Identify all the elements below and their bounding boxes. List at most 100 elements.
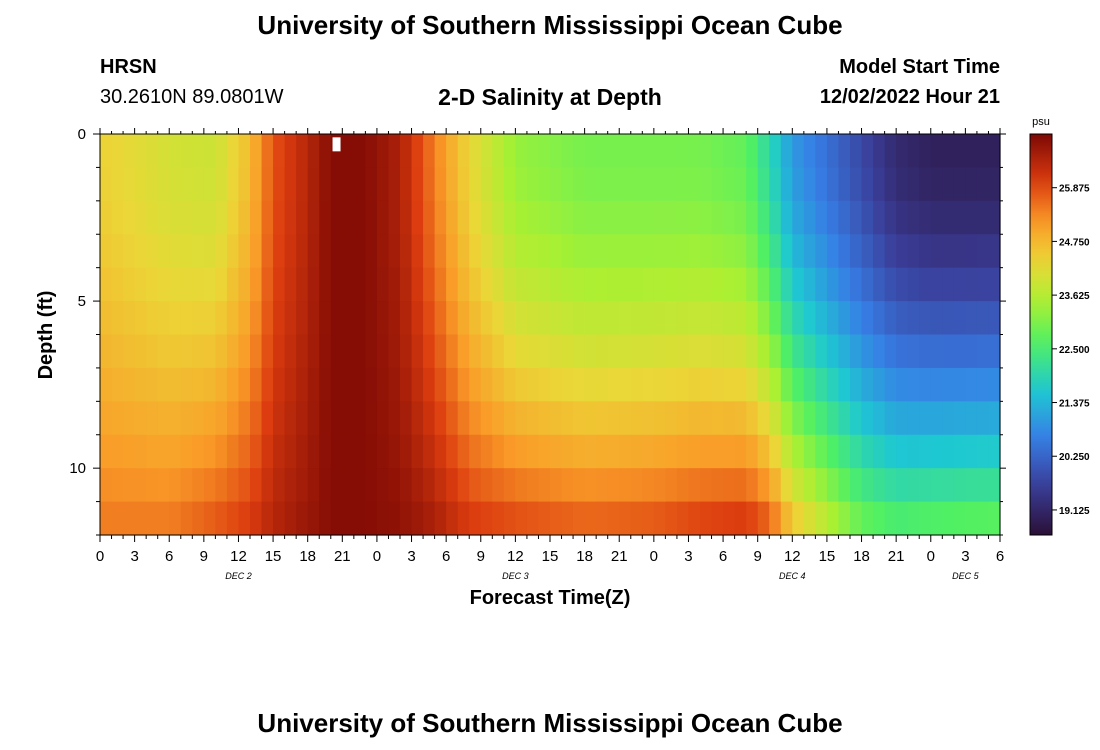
heatmap-cell (180, 267, 193, 302)
heatmap-cell (850, 367, 863, 402)
heatmap-cell (423, 468, 436, 503)
heatmap-cell (803, 134, 816, 169)
heatmap-cell (573, 334, 586, 369)
heatmap-cell (584, 267, 597, 302)
heatmap-cell (861, 468, 874, 503)
heatmap-cell (919, 301, 932, 336)
heatmap-cell (319, 501, 332, 536)
heatmap-cell (307, 501, 320, 536)
heatmap-cell (803, 334, 816, 369)
heatmap-cell (203, 200, 216, 235)
heatmap-cell (907, 301, 920, 336)
x-tick-label: 6 (165, 548, 173, 565)
heatmap-cell (330, 301, 343, 336)
heatmap-cell (792, 301, 805, 336)
heatmap-cell (376, 434, 390, 469)
heatmap-cell (953, 200, 966, 235)
heatmap-cell (584, 200, 597, 235)
heatmap-cell (319, 167, 332, 202)
heatmap-cell (584, 401, 597, 436)
heatmap-cell (792, 434, 805, 469)
heatmap-cell (469, 501, 482, 536)
heatmap-cell (607, 401, 620, 436)
heatmap-cell (180, 501, 193, 536)
heatmap-cell (342, 167, 355, 202)
heatmap-cell (688, 301, 701, 336)
heatmap-cell (203, 434, 216, 469)
heatmap-cell (307, 234, 320, 269)
heatmap-cell (619, 234, 632, 269)
heatmap-cell (700, 167, 713, 202)
heatmap-cell (919, 401, 932, 436)
heatmap-cell (792, 200, 805, 235)
heatmap-cell (942, 200, 955, 235)
heatmap-cell (642, 434, 655, 469)
heatmap-cell (619, 267, 632, 302)
heatmap-cell (515, 301, 528, 336)
heatmap-cell (169, 134, 182, 169)
heatmap-cell (365, 434, 378, 469)
colorbar-tick-label: 22.500 (1059, 345, 1090, 356)
heatmap-cell (780, 468, 793, 503)
heatmap-cell (676, 434, 690, 469)
heatmap-cell (296, 501, 309, 536)
heatmap-cell (215, 468, 228, 503)
heatmap-cell (400, 167, 413, 202)
heatmap-cell (469, 367, 482, 402)
heatmap-cell (330, 267, 343, 302)
heatmap-cell (861, 501, 874, 536)
heatmap-cell (146, 501, 159, 536)
heatmap-cell (423, 501, 436, 536)
heatmap-cell (665, 468, 678, 503)
heatmap-cell (238, 501, 251, 536)
heatmap-cell (780, 134, 793, 169)
heatmap-cell (688, 267, 701, 302)
heatmap-cell (526, 334, 540, 369)
heatmap-cell (976, 468, 990, 503)
heatmap-cell (930, 167, 943, 202)
heatmap-cell (480, 367, 493, 402)
station-coordinates: 30.2610N 89.0801W (100, 86, 284, 108)
heatmap-cell (873, 301, 886, 336)
heatmap-cell (319, 301, 332, 336)
heatmap-cell (480, 334, 493, 369)
heatmap-cell (873, 334, 886, 369)
heatmap-cell (769, 200, 782, 235)
heatmap-cell (307, 434, 320, 469)
heatmap-cell (653, 134, 666, 169)
heatmap-cell (700, 234, 713, 269)
heatmap-cell (861, 367, 874, 402)
heatmap-cell (388, 200, 401, 235)
heatmap-cell (503, 200, 516, 235)
heatmap-cell (330, 401, 343, 436)
heatmap-cell (861, 401, 874, 436)
heatmap-cell (630, 401, 643, 436)
heatmap-cell (192, 267, 205, 302)
heatmap-cell (319, 334, 332, 369)
heatmap-cell (596, 401, 609, 436)
heatmap-cell (423, 134, 436, 169)
heatmap-cell (388, 501, 401, 536)
heatmap-cell (850, 200, 863, 235)
heatmap-cell (700, 401, 713, 436)
heatmap-cell (907, 234, 920, 269)
heatmap-cell (273, 301, 286, 336)
heatmap-cell (780, 434, 793, 469)
heatmap-cell (284, 167, 297, 202)
heatmap-cell (561, 434, 574, 469)
heatmap-cell (180, 468, 193, 503)
heatmap-cell (734, 468, 747, 503)
heatmap-cell (965, 234, 978, 269)
heatmap-cell (400, 267, 413, 302)
heatmap-cell (226, 301, 240, 336)
heatmap-cell (642, 334, 655, 369)
heatmap-cell (861, 301, 874, 336)
heatmap-cell (123, 267, 136, 302)
heatmap-cell (180, 167, 193, 202)
colorbar-unit: psu (1032, 116, 1050, 128)
heatmap-cell (734, 301, 747, 336)
heatmap-cell (826, 334, 840, 369)
heatmap-cell (307, 401, 320, 436)
heatmap-cell (480, 501, 493, 536)
heatmap-cell (296, 367, 309, 402)
